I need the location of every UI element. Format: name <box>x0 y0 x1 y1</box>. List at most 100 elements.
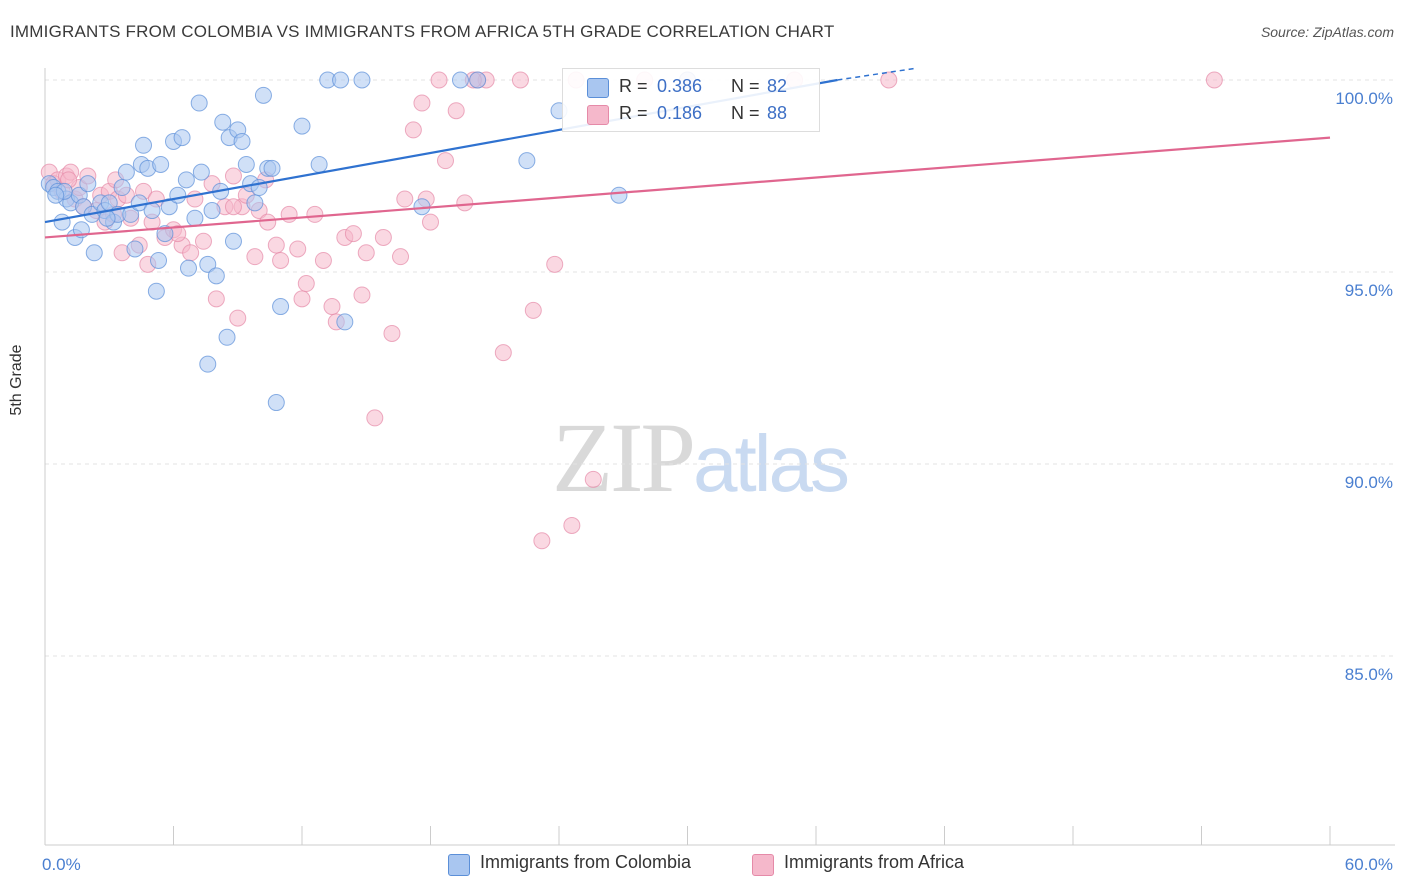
colombia-point <box>332 71 350 89</box>
africa-point <box>297 275 315 293</box>
colombia-point <box>126 240 144 258</box>
colombia-point <box>47 186 65 204</box>
y-tick-label: 90.0% <box>1345 473 1393 492</box>
africa-point <box>880 71 898 89</box>
colombia-point <box>214 113 232 131</box>
colombia-point <box>518 152 536 170</box>
y-tick-label: 85.0% <box>1345 665 1393 684</box>
colombia-point <box>135 136 153 154</box>
legend-n-label: N = <box>731 76 760 96</box>
colombia-point <box>233 132 251 150</box>
africa-trend-line <box>44 136 1331 239</box>
axes <box>44 68 1395 846</box>
legend-n-label: N = <box>731 103 760 123</box>
africa-point <box>259 213 277 231</box>
colombia-point <box>190 94 208 112</box>
africa-point <box>447 102 465 120</box>
africa-point <box>436 152 454 170</box>
legend-swatch-colombia <box>448 854 470 876</box>
colombia-point <box>451 71 469 89</box>
colombia-point <box>147 282 165 300</box>
africa-point <box>456 194 474 212</box>
africa-point <box>383 324 401 342</box>
colombia-point <box>267 394 285 412</box>
colombia-point <box>179 259 197 277</box>
africa-point <box>392 248 410 266</box>
africa-point <box>511 71 529 89</box>
colombia-point <box>85 244 103 262</box>
colombia-point <box>156 225 174 243</box>
colombia-point <box>203 202 221 220</box>
colombia-point <box>610 186 628 204</box>
africa-point <box>524 301 542 319</box>
africa-point <box>306 205 324 223</box>
africa-point <box>357 244 375 262</box>
africa-point <box>404 121 422 139</box>
colombia-point <box>177 171 195 189</box>
colombia-point <box>113 179 131 197</box>
colombia-point <box>254 86 272 104</box>
africa-points <box>40 71 1223 550</box>
africa-point <box>584 470 602 488</box>
africa-point <box>374 228 392 246</box>
legend-swatch-africa <box>587 105 609 125</box>
legend-r-label: R = <box>619 76 648 96</box>
series-legend: Immigrants from Colombia Immigrants from… <box>0 852 1406 878</box>
y-tick-label: 95.0% <box>1345 281 1393 300</box>
africa-point <box>563 516 581 534</box>
y-tick-label: 100.0% <box>1335 89 1393 108</box>
legend-swatch-colombia <box>587 78 609 98</box>
africa-point <box>430 71 448 89</box>
africa-point <box>246 248 264 266</box>
legend-r-value: 0.186 <box>657 103 703 123</box>
colombia-point <box>224 232 242 250</box>
africa-point <box>396 190 414 208</box>
colombia-point <box>192 163 210 181</box>
legend-n-value: 88 <box>767 103 788 123</box>
colombia-point <box>53 213 71 231</box>
colombia-point <box>469 71 487 89</box>
africa-point <box>353 286 371 304</box>
africa-point <box>229 309 247 327</box>
africa-point <box>546 255 564 273</box>
africa-point <box>1205 71 1223 89</box>
colombia-point <box>186 209 204 227</box>
africa-point <box>533 532 551 550</box>
colombia-point <box>263 159 281 177</box>
colombia-point <box>169 186 187 204</box>
africa-point <box>182 244 200 262</box>
colombia-point <box>79 175 97 193</box>
colombia-point <box>117 163 135 181</box>
africa-point <box>293 290 311 308</box>
africa-point <box>207 290 225 308</box>
africa-point <box>494 344 512 362</box>
africa-point <box>267 236 285 254</box>
colombia-point <box>237 155 255 173</box>
legend-row-africa: R = 0.186 N = 88 <box>563 100 819 128</box>
africa-point <box>272 251 290 269</box>
colombia-point <box>207 267 225 285</box>
colombia-point <box>336 313 354 331</box>
africa-point <box>344 225 362 243</box>
africa-point <box>366 409 384 427</box>
africa-point <box>314 251 332 269</box>
colombia-point <box>173 129 191 147</box>
africa-point <box>289 240 307 258</box>
chart-source: Source: ZipAtlas.com <box>1260 24 1394 40</box>
legend-label-africa: Immigrants from Africa <box>784 852 965 872</box>
legend-swatch-africa <box>752 854 774 876</box>
colombia-point <box>150 251 168 269</box>
colombia-point <box>272 298 290 316</box>
colombia-point <box>199 355 217 373</box>
legend-r-value: 0.386 <box>657 76 703 96</box>
chart-title: IMMIGRANTS FROM COLOMBIA VS IMMIGRANTS F… <box>10 22 835 41</box>
x-tick-label: 60.0% <box>1345 855 1393 874</box>
africa-point <box>224 198 242 216</box>
legend-label-colombia: Immigrants from Colombia <box>480 852 692 872</box>
colombia-point <box>218 328 236 346</box>
colombia-trend-extension <box>837 67 915 81</box>
tick-labels: 100.0% 95.0% 90.0% 85.0% 0.0% 60.0% <box>42 89 1393 874</box>
africa-point <box>224 167 242 185</box>
africa-point <box>194 232 212 250</box>
stats-legend: R = 0.386 N = 82 R = 0.186 N = 88 <box>562 68 820 132</box>
